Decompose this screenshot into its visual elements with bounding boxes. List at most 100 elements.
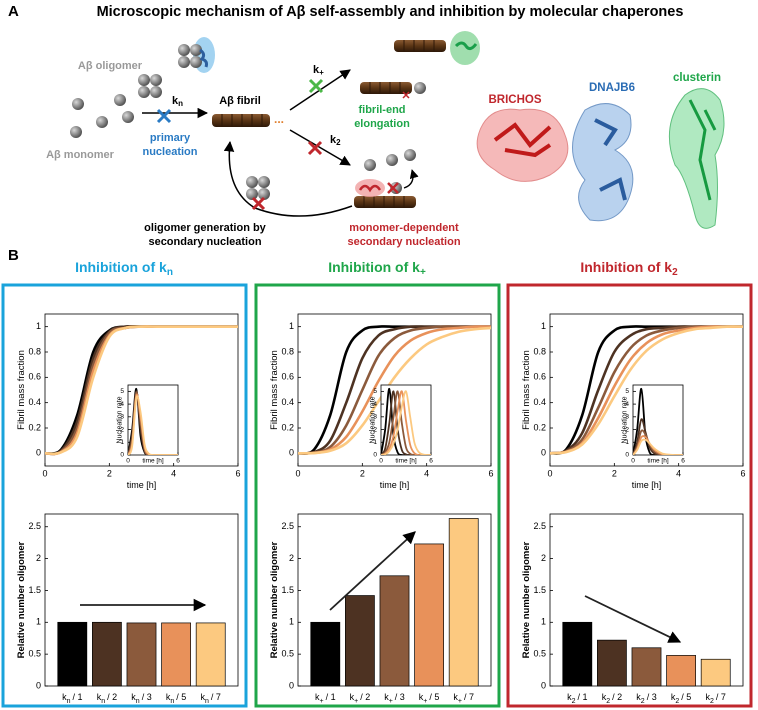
- x-tick-label: k+/ 5: [419, 692, 440, 704]
- secondary-icon: [354, 149, 419, 208]
- line: [633, 429, 683, 455]
- inhibit-mark: [308, 78, 324, 94]
- subscript: +: [423, 698, 427, 705]
- y-tick-label: 4: [373, 401, 377, 408]
- y-tick-label: 0: [36, 448, 41, 458]
- arrow: [289, 129, 351, 166]
- subscript: +: [319, 698, 323, 705]
- chaperone-label: clusterin: [673, 72, 721, 84]
- y-tick-label: 3: [373, 414, 377, 421]
- chaperone-structure: [476, 88, 725, 229]
- x-tick-label: 6: [740, 468, 745, 478]
- y-tick-label: 0: [120, 452, 124, 459]
- line: [633, 438, 683, 455]
- line: [381, 390, 431, 455]
- x-tick-label: 6: [176, 458, 180, 465]
- bar: [92, 621, 122, 687]
- fibril-label: Aβ fibril: [219, 95, 261, 107]
- y-tick-label: 1: [36, 617, 41, 627]
- rate-label: k2: [330, 134, 341, 147]
- symbol: k: [705, 692, 710, 702]
- y-tick-label: 0.6: [281, 372, 294, 382]
- bar: [631, 647, 662, 687]
- category: / 2: [360, 692, 370, 702]
- bar: [414, 543, 444, 687]
- y-tick-label: 0.4: [281, 397, 294, 407]
- x-tick-label: 0: [295, 468, 300, 478]
- symbol: k: [419, 692, 424, 702]
- step-label: oligomer generation by: [144, 222, 267, 234]
- y-tick-label: 1: [373, 439, 377, 446]
- y-tick-label: 1: [541, 617, 546, 627]
- y-axis-label: Fibril mass fraction: [521, 350, 532, 430]
- panel-title: Inhibition of k2: [580, 259, 678, 278]
- y-tick-label: 0.5: [28, 649, 41, 659]
- step-label: fibril-end: [358, 104, 405, 116]
- x-tick-label: 6: [488, 468, 493, 478]
- line: [45, 325, 238, 456]
- oligomer-label: Aβ oligomer: [78, 60, 143, 72]
- bar: [597, 639, 627, 687]
- y-tick-label: 2: [541, 553, 546, 563]
- subscript: 2: [641, 698, 645, 705]
- category: / 7: [716, 692, 726, 702]
- category: / 3: [395, 692, 405, 702]
- symbol: k: [567, 692, 572, 702]
- bar: [562, 621, 593, 687]
- y-tick-label: 2: [289, 553, 294, 563]
- category: / 2: [107, 692, 117, 702]
- x-axis-label: time [h]: [142, 458, 164, 465]
- panel-title: Inhibition of k+: [328, 259, 426, 278]
- symbol: k: [313, 64, 320, 76]
- subscript: n: [170, 698, 174, 705]
- panel-box: [254, 283, 501, 708]
- y-axis-label: Relative number oligomer: [269, 541, 280, 658]
- y-tick-label: 2.5: [533, 521, 546, 531]
- category: / 1: [326, 692, 336, 702]
- symbol: k: [330, 134, 337, 146]
- x-axis-label: time [h]: [395, 458, 417, 465]
- x-tick-label: 0: [126, 458, 130, 465]
- bar: [57, 621, 88, 687]
- rate-label: kn: [172, 95, 183, 108]
- monomer-icon: [70, 94, 134, 138]
- x-axis-label: time [h]: [380, 480, 410, 490]
- y-tick-label: 1.5: [28, 585, 41, 595]
- x-tick-label: kn/ 2: [97, 692, 117, 704]
- y-tick-label: 5: [373, 388, 377, 395]
- y-tick-label: 2: [120, 426, 124, 433]
- subscript: 2: [606, 698, 610, 705]
- fibril-icon: [360, 31, 480, 99]
- y-tick-label: 0.8: [533, 346, 546, 356]
- symbol: k: [131, 692, 136, 702]
- x-tick-label: k2/ 5: [671, 692, 691, 704]
- panel-label: A: [8, 3, 19, 20]
- y-tick-label: 0.2: [533, 422, 546, 432]
- subscript: 2: [675, 698, 679, 705]
- line: [381, 390, 431, 455]
- line: [633, 387, 683, 455]
- bar: [448, 518, 479, 687]
- line: [128, 393, 178, 455]
- subscript: 2: [572, 698, 576, 705]
- x-tick-label: k+/ 7: [453, 692, 474, 704]
- bar: [161, 622, 191, 687]
- y-tick-label: 0: [625, 452, 629, 459]
- y-tick-label: 5: [120, 388, 124, 395]
- symbol: k: [172, 95, 179, 107]
- y-tick-label: 0.2: [28, 422, 41, 432]
- subscript: 2: [710, 698, 714, 705]
- y-tick-label: 1: [289, 617, 294, 627]
- y-tick-label: 4: [120, 401, 124, 408]
- x-tick-label: k2/ 3: [636, 692, 656, 704]
- x-tick-label: k+/ 3: [384, 692, 405, 704]
- x-tick-label: 2: [612, 468, 617, 478]
- x-tick-label: 6: [429, 458, 433, 465]
- y-tick-label: 1: [36, 321, 41, 331]
- trend-arrow: [329, 531, 416, 611]
- category: / 5: [681, 692, 691, 702]
- bar: [379, 575, 410, 687]
- y-tick-label: 0.5: [533, 649, 546, 659]
- x-tick-label: kn/ 7: [200, 692, 220, 704]
